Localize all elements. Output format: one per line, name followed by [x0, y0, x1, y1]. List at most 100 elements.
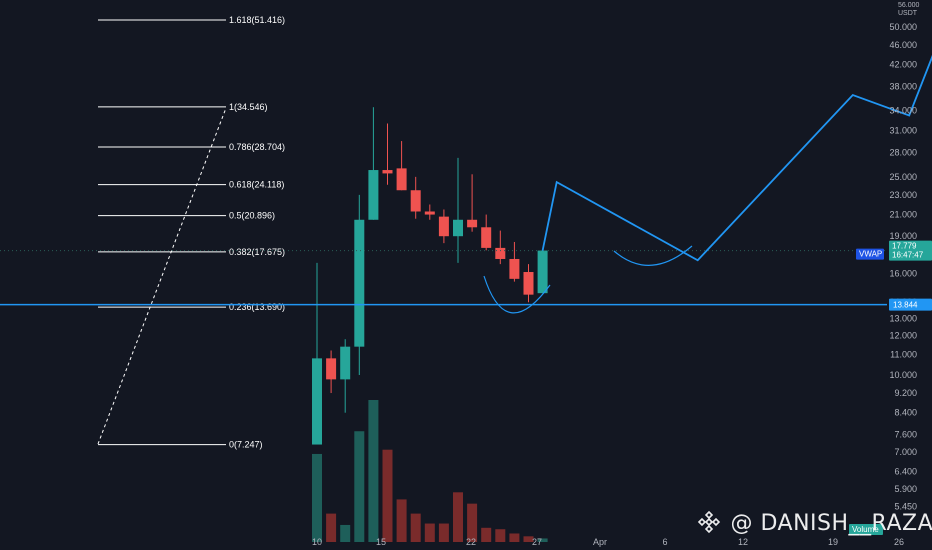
price-axis-label: 23.000: [889, 190, 917, 200]
volume-badge: [849, 524, 883, 535]
volume-bar: [438, 523, 449, 542]
candlesticks: [312, 107, 548, 445]
volume-bar: [424, 523, 435, 542]
candle-body: [410, 190, 421, 212]
time-axis-label: Apr: [593, 537, 607, 547]
vwap-badge-label: VWAP: [859, 250, 882, 259]
support-arc-right[interactable]: [613, 245, 693, 266]
price-axis-label: 25.000: [889, 172, 917, 182]
price-axis-label: 34.000: [889, 105, 917, 115]
price-axis-label: 50.000: [889, 22, 917, 32]
volume-bar: [312, 453, 322, 542]
price-axis-label: 31.000: [889, 125, 917, 135]
fibonacci-retracement[interactable]: 1.618(51.416) 1(34.546) 0.786(28.704) 0.618…: [98, 15, 285, 450]
price-axis-label: 46.000: [889, 40, 917, 50]
unit-top: 56.000: [898, 2, 920, 9]
price-axis-label: 28.000: [889, 147, 917, 157]
volume-bar: [481, 527, 492, 542]
price-axis-label: 5.450: [894, 501, 917, 511]
price-axis-label: 6.400: [894, 467, 917, 477]
candle-body: [509, 258, 520, 279]
fib-level-label: 1.618(51.416): [229, 15, 285, 25]
binance-logo-icon: [697, 510, 721, 534]
volume-bar: [509, 533, 520, 542]
fib-level-label: 0.236(13.690): [229, 302, 285, 312]
price-axis-label: 13.000: [889, 313, 917, 323]
volume-bar: [410, 513, 421, 542]
volume-bar: [467, 503, 478, 542]
volume-bar: [537, 538, 548, 542]
time-axis-label: 19: [828, 537, 838, 547]
time-axis-label: 22: [466, 537, 476, 547]
price-axis-label: 7.600: [894, 429, 917, 439]
time-axis-label: 6: [662, 537, 667, 547]
price-axis-label: 11.000: [890, 349, 917, 359]
candle-body: [382, 170, 393, 174]
price-axis-label: 21.000: [889, 210, 917, 220]
price-axis-label: 19.000: [889, 231, 917, 241]
countdown-timer: 16:47:47: [892, 251, 924, 260]
volume-bar: [523, 536, 534, 542]
vwap-badge: [856, 248, 884, 260]
candle-body: [438, 216, 449, 237]
price-axis-label: 8.400: [894, 408, 917, 418]
volume-badge-label: Volume: [852, 525, 879, 534]
price-axis-label: 5.900: [894, 484, 917, 494]
candle-body: [523, 272, 534, 295]
price-axis-label: 42.000: [889, 60, 917, 70]
volume-bars: [312, 400, 548, 542]
price-unit-label: 56.000 USDT: [898, 2, 919, 18]
volume-bar: [326, 513, 337, 542]
watermark-text: @ DANISH__RAZA: [730, 511, 932, 536]
candle-body: [424, 211, 435, 215]
candle-body: [467, 219, 478, 228]
candle-body: [537, 250, 548, 294]
candle-body: [312, 358, 322, 445]
time-axis[interactable]: 10 15 22 27 Apr 6 12 19 26: [312, 537, 904, 547]
volume-bar: [495, 529, 506, 542]
author-watermark: @ DANISH__RAZA: [697, 510, 932, 536]
price-axis-label: 7.000: [894, 447, 917, 457]
price-axis[interactable]: 50.000 46.000 42.000 38.000 34.000 31.000 28.0…: [889, 22, 917, 511]
projection-path[interactable]: [541, 44, 932, 262]
candle-body: [481, 227, 492, 248]
candle-body: [326, 358, 337, 380]
price-axis-label: 9.200: [894, 388, 917, 398]
price-axis-label: 38.000: [889, 81, 917, 91]
volume-bar: [368, 400, 379, 542]
fib-level-label: 0(7.247): [229, 440, 263, 450]
candle-body: [495, 247, 506, 259]
fib-trend-line[interactable]: [97, 107, 227, 445]
time-axis-label: 15: [376, 537, 386, 547]
time-axis-label: 27: [532, 537, 542, 547]
fib-level-label: 0.5(20.896): [229, 211, 275, 221]
candle-body: [453, 219, 463, 237]
volume-bar: [453, 492, 463, 542]
candle-body: [340, 346, 351, 380]
fib-level-label: 0.786(28.704): [229, 142, 285, 152]
fib-level-label: 0.618(24.118): [229, 180, 284, 190]
support-arc-left[interactable]: [483, 275, 551, 314]
price-axis-label: 12.000: [889, 331, 917, 341]
unit-currency: USDT: [898, 10, 918, 17]
line-price-value: 13.844: [893, 301, 918, 310]
line-price-badge: [889, 298, 932, 311]
volume-bar: [396, 499, 407, 542]
fib-level-label: 0.382(17.675): [229, 247, 285, 257]
time-axis-label: 10: [312, 537, 322, 547]
candle-body: [354, 219, 365, 347]
volume-bar: [340, 524, 351, 542]
current-price-value: 17.779: [892, 242, 917, 251]
time-axis-label: 12: [738, 537, 748, 547]
candle-body: [396, 168, 407, 191]
fib-level-label: 1(34.546): [229, 102, 268, 112]
volume-bar: [382, 449, 393, 542]
current-price-badge: [889, 240, 932, 261]
volume-bar: [354, 431, 365, 542]
price-axis-label: 10.000: [889, 370, 917, 380]
time-axis-label: 26: [894, 537, 904, 547]
candle-body: [368, 170, 379, 220]
price-axis-label: 16.000: [889, 268, 917, 278]
